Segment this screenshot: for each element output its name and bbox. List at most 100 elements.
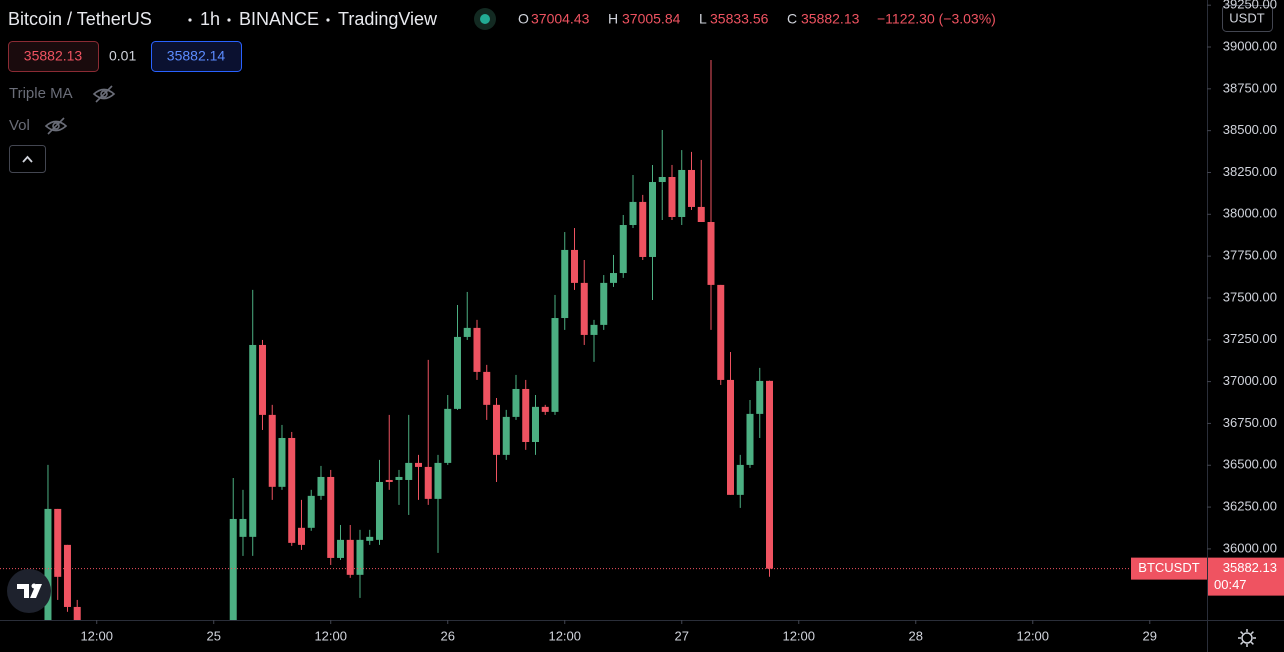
interval: 1h <box>200 9 220 29</box>
candle-body <box>668 176 676 217</box>
indicator-name[interactable]: Vol <box>9 117 30 134</box>
separator <box>188 18 192 22</box>
y-tick-label: 37000.00 <box>1223 373 1277 388</box>
candle-body <box>707 222 715 285</box>
y-tick-label: 36500.00 <box>1223 457 1277 472</box>
candle-body <box>385 479 393 482</box>
legend-close: 35882.13 <box>801 11 860 27</box>
candle-body <box>678 169 686 217</box>
candle-body <box>424 466 432 499</box>
candle-body <box>307 495 315 528</box>
candle-body <box>658 176 666 183</box>
x-tick-label: 29 <box>1143 628 1157 643</box>
candle-body <box>463 327 471 337</box>
candle-body <box>444 408 452 463</box>
price-label: 35882.13 <box>1223 560 1277 575</box>
candle-body <box>346 539 354 575</box>
candle-body <box>405 462 413 480</box>
candle-body <box>288 437 296 543</box>
candle-body <box>726 379 734 495</box>
sell-button[interactable] <box>8 41 99 72</box>
legend-label: H <box>608 11 618 27</box>
candle-body <box>619 225 627 274</box>
collapse-button[interactable] <box>9 145 46 173</box>
logo-dot <box>31 583 37 589</box>
symbol-label: BTCUSDT <box>1138 560 1199 575</box>
x-tick-label: 25 <box>206 628 220 643</box>
separator <box>227 18 231 22</box>
currency[interactable]: USDT <box>1229 10 1264 25</box>
x-tick-label: 26 <box>441 628 455 643</box>
legend-label: L <box>699 11 707 27</box>
candle-body <box>629 201 637 226</box>
x-tick-label: 28 <box>909 628 923 643</box>
candle-body <box>356 539 364 575</box>
y-tick-label: 36000.00 <box>1223 540 1277 555</box>
candle-body <box>395 476 403 480</box>
legend-open: 37004.43 <box>531 11 590 27</box>
candle-body <box>551 318 559 412</box>
legend-change: −1122.30 (−3.03%) <box>877 11 996 27</box>
y-tick-label: 37250.00 <box>1223 331 1277 346</box>
currency-button[interactable] <box>1222 5 1273 32</box>
candle-body <box>492 404 500 455</box>
candle-body <box>249 344 257 537</box>
candle-body <box>239 518 247 537</box>
legend-label: O <box>518 11 529 27</box>
candle-body <box>570 249 578 283</box>
buy-button[interactable] <box>151 41 242 72</box>
candle-body <box>473 327 481 372</box>
y-tick-label: 38250.00 <box>1223 164 1277 179</box>
legend-low: 35833.56 <box>710 11 769 27</box>
exchange: BINANCE <box>239 9 319 29</box>
collapse-icon <box>22 155 33 163</box>
y-tick-label: 36750.00 <box>1223 415 1277 430</box>
buy-price[interactable]: 35882.14 <box>167 48 226 64</box>
symbol: Bitcoin / TetherUS <box>8 9 152 29</box>
sell-price[interactable]: 35882.13 <box>24 48 83 64</box>
candle-body <box>483 371 491 405</box>
candle-body <box>317 476 325 496</box>
legend-high: 37005.84 <box>622 11 681 27</box>
candle-body <box>414 462 422 467</box>
y-tick-label: 38000.00 <box>1223 206 1277 221</box>
x-tick-label: 12:00 <box>314 628 347 643</box>
candle-body <box>63 544 71 607</box>
indicator-name[interactable]: Triple MA <box>9 85 73 102</box>
candle-body <box>327 476 335 558</box>
plot-area <box>0 60 1207 620</box>
candle-body <box>73 606 81 620</box>
candle-body <box>600 282 608 325</box>
candle-body <box>590 324 598 335</box>
candle-body <box>697 206 705 223</box>
candle-body <box>648 182 656 257</box>
legend-label: C <box>787 11 797 27</box>
candle-body <box>297 527 305 545</box>
candle-body <box>434 462 442 499</box>
candle-body <box>609 273 617 283</box>
y-tick-label: 38750.00 <box>1223 80 1277 95</box>
settings-icon[interactable] <box>1238 629 1256 647</box>
candle-body <box>44 508 52 620</box>
hidden-icon[interactable] <box>92 85 116 103</box>
spread: 0.01 <box>109 48 136 64</box>
candle-body <box>541 406 549 412</box>
x-tick-label: 12:00 <box>548 628 581 643</box>
candle-body <box>366 536 374 541</box>
candle-body <box>229 518 237 620</box>
y-tick-label: 37750.00 <box>1223 248 1277 263</box>
candle-body <box>54 508 62 577</box>
candle-body <box>531 406 539 442</box>
y-tick-label: 39000.00 <box>1223 38 1277 53</box>
candle-body <box>512 388 520 417</box>
market-status[interactable] <box>480 14 490 24</box>
y-tick-label: 38500.00 <box>1223 122 1277 137</box>
candle-body <box>717 284 725 380</box>
hidden-icon[interactable] <box>44 117 68 135</box>
candle-body <box>736 464 744 495</box>
candle-body <box>766 380 774 569</box>
candle-body <box>268 414 276 487</box>
